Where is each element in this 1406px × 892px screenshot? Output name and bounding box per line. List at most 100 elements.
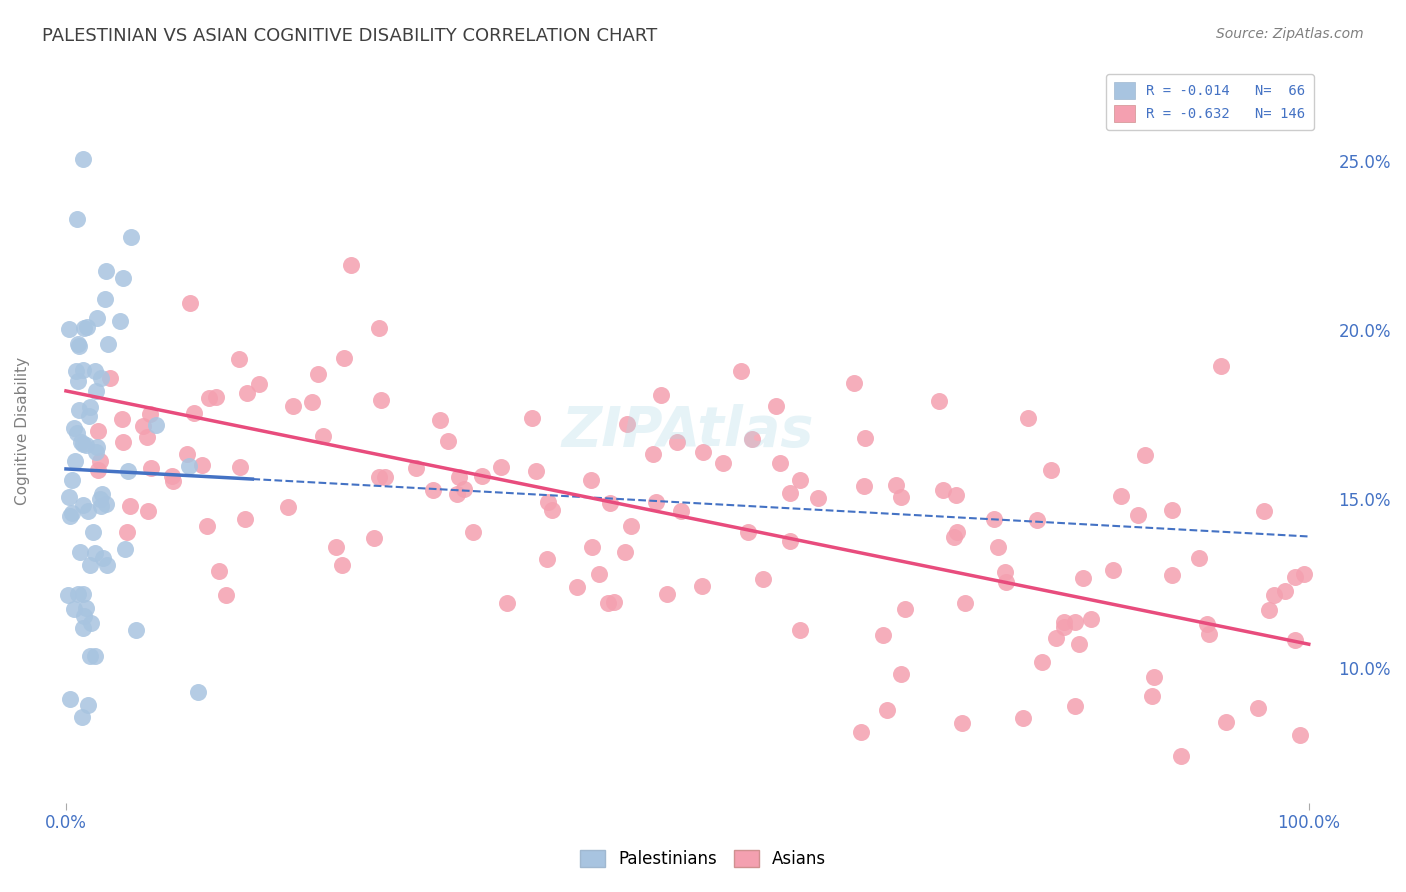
- Point: [596, 596, 619, 610]
- Point: [581, 540, 603, 554]
- Point: [751, 572, 773, 586]
- Point: [56, 588, 79, 602]
- Point: [79, 558, 101, 573]
- Point: [215, 588, 238, 602]
- Point: [228, 352, 250, 367]
- Point: [374, 470, 396, 484]
- Point: [79, 400, 101, 414]
- Point: [692, 579, 714, 593]
- Point: [308, 368, 330, 382]
- Point: [737, 524, 759, 539]
- Point: [1017, 411, 1039, 425]
- Point: [110, 412, 132, 426]
- Point: [90, 371, 112, 385]
- Point: [853, 431, 876, 445]
- Text: Source: ZipAtlas.com: Source: ZipAtlas.com: [1216, 27, 1364, 41]
- Point: [1253, 504, 1275, 518]
- Point: [1258, 603, 1281, 617]
- Point: [987, 540, 1010, 554]
- Point: [1215, 715, 1237, 730]
- Point: [91, 551, 114, 566]
- Point: [162, 474, 184, 488]
- Point: [205, 391, 228, 405]
- Point: [208, 564, 231, 578]
- Point: [187, 685, 209, 699]
- Point: [1161, 568, 1184, 582]
- Point: [588, 566, 610, 581]
- Point: [789, 473, 811, 487]
- Point: [86, 424, 108, 438]
- Point: [1197, 617, 1219, 632]
- Point: [97, 337, 120, 351]
- Point: [139, 408, 162, 422]
- Point: [1274, 584, 1296, 599]
- Point: [422, 483, 444, 498]
- Point: [63, 601, 86, 615]
- Point: [1039, 463, 1062, 477]
- Point: [1292, 567, 1315, 582]
- Point: [1142, 690, 1164, 704]
- Point: [191, 458, 214, 472]
- Point: [599, 496, 621, 510]
- Point: [537, 495, 560, 509]
- Point: [1284, 570, 1306, 584]
- Point: [1031, 655, 1053, 669]
- Point: [928, 394, 950, 409]
- Point: [179, 296, 201, 310]
- Point: [72, 587, 94, 601]
- Point: [1045, 631, 1067, 645]
- Point: [94, 497, 117, 511]
- Point: [1188, 550, 1211, 565]
- Point: [58, 490, 80, 504]
- Point: [363, 532, 385, 546]
- Point: [60, 473, 83, 487]
- Point: [96, 558, 118, 573]
- Point: [86, 311, 108, 326]
- Point: [135, 430, 157, 444]
- Point: [943, 530, 966, 544]
- Point: [72, 437, 94, 451]
- Point: [852, 479, 875, 493]
- Point: [66, 374, 89, 388]
- Point: [340, 258, 363, 272]
- Point: [842, 376, 865, 391]
- Point: [249, 377, 271, 392]
- Point: [120, 229, 142, 244]
- Point: [644, 494, 666, 508]
- Point: [446, 487, 468, 501]
- Point: [876, 703, 898, 717]
- Point: [65, 364, 87, 378]
- Legend: R = -0.014   N=  66, R = -0.632   N= 146: R = -0.014 N= 66, R = -0.632 N= 146: [1107, 74, 1313, 130]
- Point: [1026, 513, 1049, 527]
- Point: [953, 596, 976, 610]
- Text: ZIPAtlas: ZIPAtlas: [561, 404, 814, 458]
- Point: [1263, 588, 1285, 602]
- Point: [66, 336, 89, 351]
- Point: [1053, 620, 1076, 634]
- Point: [567, 580, 589, 594]
- Point: [789, 623, 811, 637]
- Point: [620, 518, 643, 533]
- Point: [491, 459, 513, 474]
- Point: [872, 628, 894, 642]
- Point: [84, 364, 107, 378]
- Point: [177, 459, 200, 474]
- Point: [72, 621, 94, 635]
- Point: [84, 649, 107, 664]
- Point: [730, 364, 752, 378]
- Point: [110, 314, 132, 328]
- Point: [524, 464, 547, 478]
- Point: [160, 469, 183, 483]
- Point: [195, 518, 218, 533]
- Point: [77, 698, 100, 713]
- Point: [59, 691, 82, 706]
- Point: [90, 487, 112, 501]
- Point: [63, 421, 86, 435]
- Point: [89, 492, 111, 507]
- Y-axis label: Cognitive Disability: Cognitive Disability: [15, 357, 30, 505]
- Point: [94, 293, 117, 307]
- Point: [1160, 503, 1182, 517]
- Point: [235, 512, 257, 526]
- Point: [650, 388, 672, 402]
- Point: [72, 608, 94, 623]
